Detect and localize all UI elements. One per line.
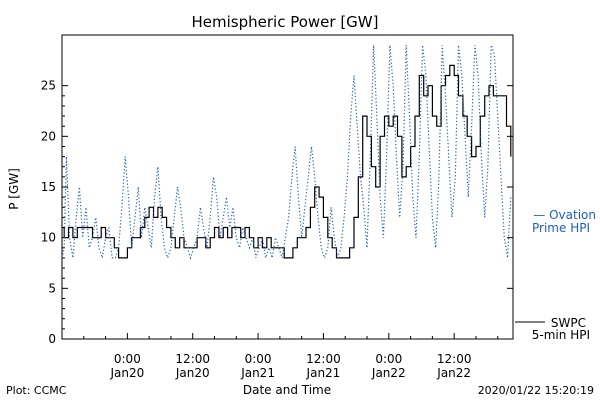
y-axis-label: P [GW] [7, 168, 21, 210]
x-axis-label: Date and Time [243, 383, 331, 397]
legend-ovation-line2: Prime HPI [532, 221, 590, 235]
x-tick-date-label: Jan21 [306, 366, 341, 380]
x-tick-date-label: Jan20 [175, 366, 210, 380]
legend-ovation-line1: — Ovation [533, 208, 596, 222]
chart-title: Hemispheric Power [GW] [192, 13, 379, 31]
x-tick-date-label: Jan22 [371, 366, 406, 380]
x-tick-date-label: Jan21 [240, 366, 275, 380]
x-tick-time-label: 0:00 [375, 352, 402, 366]
x-tick-time-label: 12:00 [306, 352, 341, 366]
x-tick-date-label: Jan20 [109, 366, 144, 380]
swpc-series-line [62, 64, 512, 259]
y-axis-ticks: 0 5 10 15 20 25 [41, 79, 513, 346]
legend-swpc-line2: 5-min HPI [532, 328, 590, 342]
footer-left: Plot: CCMC [6, 384, 67, 397]
y-tick-label: 25 [41, 79, 56, 93]
x-tick-time-label: 0:00 [245, 352, 272, 366]
y-tick-label: 15 [41, 180, 56, 194]
ovation-series-line [61, 44, 512, 260]
footer-right: 2020/01/22 15:20:19 [478, 384, 594, 397]
x-tick-time-label: 12:00 [175, 352, 210, 366]
x-tick-date-label: Jan22 [436, 366, 471, 380]
x-tick-time-label: 12:00 [437, 352, 472, 366]
y-tick-label: 20 [41, 129, 56, 143]
y-tick-label: 0 [48, 332, 56, 346]
x-tick-time-label: 0:00 [114, 352, 141, 366]
x-axis-ticks: 0:00Jan2012:00Jan200:00Jan2112:00Jan210:… [61, 333, 499, 380]
series-layer [61, 44, 512, 260]
y-tick-label: 10 [41, 231, 56, 245]
y-tick-label: 5 [48, 281, 56, 295]
legend-swpc-line1: SWPC [551, 316, 586, 330]
